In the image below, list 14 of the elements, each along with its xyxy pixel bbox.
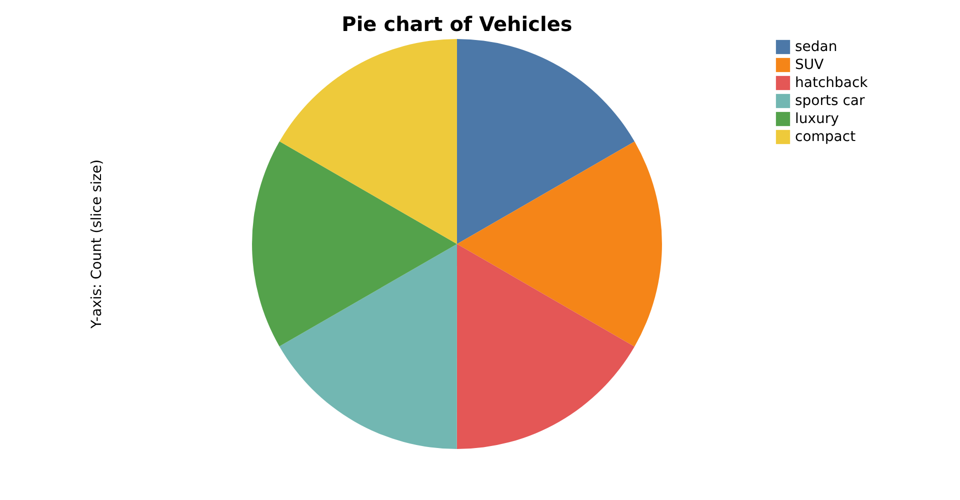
- legend-label: SUV: [795, 57, 824, 73]
- legend-label: sports car: [795, 93, 866, 109]
- text: Y-axis: Count (slice size): [89, 159, 105, 330]
- chart-title: Pie chart of Vehicles: [342, 12, 572, 36]
- legend-label: luxury: [795, 111, 839, 127]
- pie-slice: [279, 244, 457, 449]
- pie-slice: [252, 141, 457, 346]
- legend-label: sedan: [795, 39, 838, 55]
- pie-slice: [456, 244, 634, 449]
- pie-slice: [457, 39, 635, 244]
- pie-slice: [280, 39, 457, 244]
- pie-slice: [457, 142, 662, 347]
- legend-label: hatchback: [795, 75, 869, 91]
- legend-label: compact: [795, 129, 856, 145]
